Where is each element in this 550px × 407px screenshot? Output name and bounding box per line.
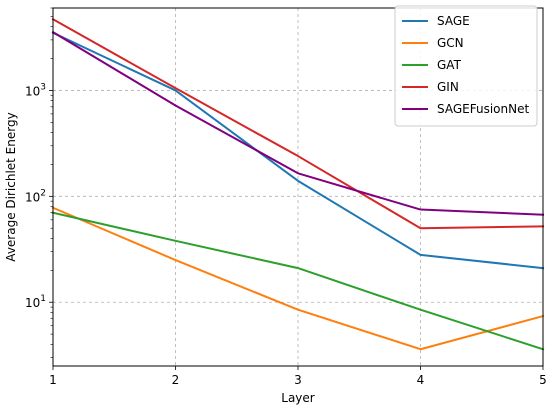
y-tick-base: 10 <box>25 190 40 204</box>
legend-label: GIN <box>437 80 459 94</box>
y-tick-exponent: 3 <box>40 82 46 92</box>
series-line-gcn <box>51 206 545 351</box>
x-tick-label: 5 <box>539 373 547 387</box>
x-axis-label: Layer <box>281 391 315 405</box>
x-tick-label: 1 <box>49 373 57 387</box>
x-tick-label: 4 <box>417 373 425 387</box>
legend-label: SAGE <box>437 14 470 28</box>
y-tick-label: 103 <box>25 82 46 98</box>
y-tick-exponent: 2 <box>40 188 46 198</box>
y-tick-exponent: 1 <box>40 294 46 304</box>
y-axis-label: Average Dirichlet Energy <box>4 112 18 261</box>
legend-box <box>394 5 538 127</box>
legend-label: GCN <box>437 36 464 50</box>
series-lines <box>51 17 545 351</box>
legend-label: SAGEFusionNet <box>437 102 529 116</box>
x-tick-label: 2 <box>172 373 180 387</box>
y-tick-base: 10 <box>25 84 40 98</box>
series-line-gin <box>51 17 545 230</box>
legend: SAGE GCN GAT GIN SAGEFusionNet <box>394 5 538 127</box>
y-tick-label: 102 <box>25 188 46 204</box>
series-line-sagefusionnet <box>51 30 545 216</box>
series-line-gat <box>51 211 545 351</box>
series-line-sage <box>51 31 545 270</box>
y-tick-base: 10 <box>25 296 40 310</box>
x-tick-label: 3 <box>294 373 302 387</box>
y-tick-label: 101 <box>25 294 46 310</box>
legend-label: GAT <box>437 58 462 72</box>
